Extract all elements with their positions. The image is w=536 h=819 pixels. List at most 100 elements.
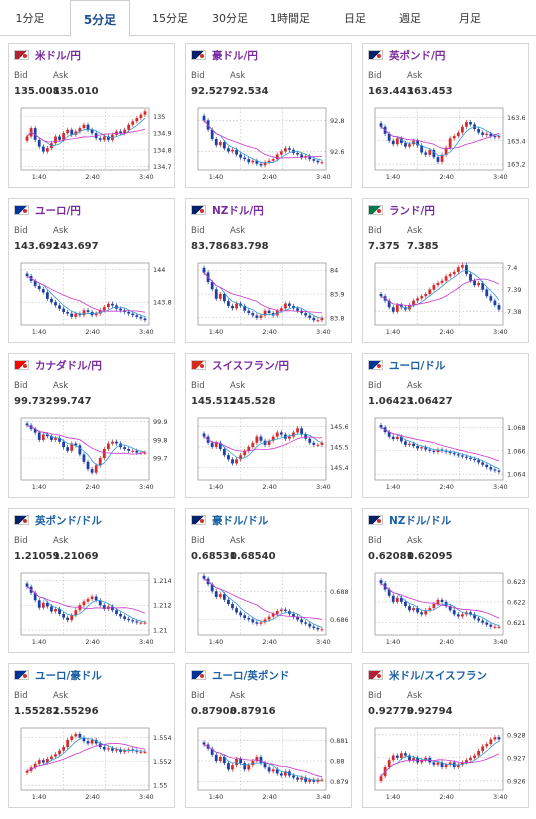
candle-body: [489, 296, 493, 301]
candle-body: [320, 317, 324, 321]
tab-0[interactable]: 1分足: [15, 12, 45, 25]
pair-name[interactable]: ユーロ/ドル: [389, 360, 446, 372]
pair-name[interactable]: 英ポンド/ドル: [35, 515, 102, 527]
ma-long-line: [26, 424, 146, 455]
candle-body: [106, 443, 110, 449]
candle-body: [489, 467, 493, 470]
candle-body: [78, 445, 82, 455]
ask-label: Ask: [230, 381, 246, 391]
bid-label: Bid: [14, 691, 28, 701]
tab-4[interactable]: 1時間足: [270, 12, 310, 25]
x-tick-label: 2:40: [85, 328, 100, 336]
pair-name[interactable]: ランド/円: [389, 205, 435, 217]
price-chart[interactable]: 145.6 145.5 145.4 1:40 2:40 3:40: [190, 412, 348, 494]
pair-title[interactable]: 豪ドル/円: [191, 49, 258, 63]
price-chart[interactable]: 144 143.8 1:40 2:40 3:40: [13, 257, 171, 339]
pair-name[interactable]: 米ドル/スイスフラン: [389, 670, 488, 682]
price-chart[interactable]: 0.928 0.927 0.926 1:40 2:40 3:40: [367, 722, 525, 804]
x-tick-label: 3:40: [493, 793, 508, 801]
candle-body: [62, 747, 66, 751]
pair-title[interactable]: ユーロ/円: [14, 204, 81, 218]
pair-name[interactable]: ユーロ/豪ドル: [35, 670, 102, 682]
y-tick-label: 1.066: [507, 447, 525, 455]
y-tick-label: 1.212: [153, 602, 171, 610]
price-chart[interactable]: 0.623 0.622 0.621 1:40 2:40 3:40: [367, 567, 525, 649]
pair-title[interactable]: 米ドル/スイスフラン: [368, 669, 487, 683]
tab-2[interactable]: 15分足: [152, 12, 188, 25]
pair-title[interactable]: ユーロ/英ポンド: [191, 669, 289, 683]
y-tick-label: 0.879: [330, 778, 348, 786]
pair-name[interactable]: 米ドル/円: [35, 50, 81, 62]
price-chart[interactable]: 1.214 1.212 1.21 1:40 2:40 3:40: [13, 567, 171, 649]
pair-title[interactable]: 英ポンド/ドル: [14, 514, 102, 528]
rate-card[interactable]: スイスフラン/円 Bid Ask 145.512 145.528 145.6 145.5 14…: [185, 353, 352, 498]
pair-title[interactable]: カナダドル/円: [14, 359, 102, 373]
rate-card[interactable]: 米ドル/スイスフラン Bid Ask 0.92779 0.92794 0.928 0.927…: [362, 663, 529, 808]
pair-title[interactable]: NZドル/ドル: [368, 514, 451, 528]
gb-jp-flag-icon: [368, 50, 383, 60]
pair-name[interactable]: NZドル/ドル: [389, 515, 452, 527]
price-chart[interactable]: 163.6 163.4 163.2 1:40 2:40 3:40: [367, 102, 525, 184]
pair-name[interactable]: ユーロ/円: [35, 205, 81, 217]
pair-title[interactable]: NZドル/円: [191, 204, 264, 218]
price-chart[interactable]: 0.688 0.686 1:40 2:40 3:40: [190, 567, 348, 649]
rate-card[interactable]: NZドル/円 Bid Ask 83.786 83.798 84 83.9 83.8 1:40 2:…: [185, 198, 352, 343]
tab-5[interactable]: 日足: [344, 12, 366, 25]
price-chart[interactable]: 92.8 92.6 1:40 2:40 3:40: [190, 102, 348, 184]
price-chart[interactable]: 7.4 7.39 7.38 1:40 2:40 3:40: [367, 257, 525, 339]
pair-title[interactable]: ユーロ/ドル: [368, 359, 445, 373]
x-tick-label: 3:40: [139, 483, 154, 491]
pair-title[interactable]: 英ポンド/円: [368, 49, 445, 63]
pair-title[interactable]: ユーロ/豪ドル: [14, 669, 102, 683]
pair-name[interactable]: 英ポンド/円: [389, 50, 446, 62]
tab-6[interactable]: 週足: [399, 12, 421, 25]
price-chart[interactable]: 1.068 1.066 1.064 1:40 2:40 3:40: [367, 412, 525, 494]
price-chart[interactable]: 1.554 1.552 1.55 1:40 2:40 3:40: [13, 722, 171, 804]
pair-name[interactable]: スイスフラン/円: [212, 360, 290, 372]
pair-name[interactable]: 豪ドル/ドル: [212, 515, 269, 527]
rate-card[interactable]: 英ポンド/円 Bid Ask 163.443 163.453 163.6 163.4 163.…: [362, 43, 529, 188]
rate-card[interactable]: 英ポンド/ドル Bid Ask 1.21059 1.21069 1.214 1.212 1.2…: [8, 508, 175, 653]
y-tick-label: 1.552: [153, 758, 171, 766]
pair-title[interactable]: ランド/円: [368, 204, 435, 218]
rate-card[interactable]: 米ドル/円 Bid Ask 135.008 135.010 135 134.9 134.8 13…: [8, 43, 175, 188]
pair-name[interactable]: NZドル/円: [212, 205, 264, 217]
rate-card[interactable]: ユーロ/円 Bid Ask 143.692 143.697 144 143.8 1:40 2:4…: [8, 198, 175, 343]
tab-1[interactable]: 5分足: [70, 0, 130, 37]
pair-title[interactable]: 豪ドル/ドル: [191, 514, 268, 528]
price-chart[interactable]: 0.881 0.88 0.879 1:40 2:40 3:40: [190, 722, 348, 804]
candle-body: [62, 441, 66, 448]
rate-card[interactable]: 豪ドル/円 Bid Ask 92.527 92.534 92.8 92.6 1:40 2:40 3…: [185, 43, 352, 188]
candle-body: [452, 453, 456, 455]
pair-title[interactable]: スイスフラン/円: [191, 359, 289, 373]
x-tick-label: 1:40: [386, 638, 401, 646]
rate-card[interactable]: 豪ドル/ドル Bid Ask 0.68531 0.68540 0.688 0.686 1:40…: [185, 508, 352, 653]
pair-name[interactable]: カナダドル/円: [35, 360, 102, 372]
candle-body: [210, 584, 214, 592]
candle-body: [469, 457, 472, 459]
pair-name[interactable]: ユーロ/英ポンド: [212, 670, 290, 682]
price-chart[interactable]: 99.9 99.8 99.7 1:40 2:40 3:40: [13, 412, 171, 494]
tab-7[interactable]: 月足: [459, 12, 481, 25]
rate-card[interactable]: ランド/円 Bid Ask 7.375 7.385 7.4 7.39 7.38 1:40 2:40…: [362, 198, 529, 343]
candle-body: [255, 756, 259, 762]
candle-body: [387, 133, 391, 141]
y-tick-label: 0.881: [330, 737, 348, 745]
pair-title[interactable]: 米ドル/円: [14, 49, 81, 63]
rate-card[interactable]: ユーロ/豪ドル Bid Ask 1.55282 1.55296 1.554 1.552 1.5…: [8, 663, 175, 808]
rate-card[interactable]: ユーロ/ドル Bid Ask 1.06423 1.06427 1.068 1.066 1.06…: [362, 353, 529, 498]
price-chart[interactable]: 84 83.9 83.8 1:40 2:40 3:40: [190, 257, 348, 339]
ch-jp-flag-icon: [191, 360, 206, 370]
y-tick-label: 1.068: [507, 424, 525, 432]
rate-card[interactable]: ユーロ/英ポンド Bid Ask 0.87908 0.87916 0.881 0.88 0.8…: [185, 663, 352, 808]
pair-name[interactable]: 豪ドル/円: [212, 50, 258, 62]
candle-body: [94, 465, 98, 473]
candle-body: [420, 612, 424, 615]
candle-body: [222, 449, 226, 456]
price-chart[interactable]: 135 134.9 134.8 134.7 1:40 2:40 3:40: [13, 102, 171, 184]
rate-card[interactable]: NZドル/ドル Bid Ask 0.62081 0.62095 0.623 0.622 0.6…: [362, 508, 529, 653]
rate-card[interactable]: カナダドル/円 Bid Ask 99.732 99.747 99.9 99.8 99.7 1:4…: [8, 353, 175, 498]
x-tick-label: 1:40: [32, 328, 47, 336]
x-tick-label: 1:40: [209, 173, 224, 181]
tab-3[interactable]: 30分足: [212, 12, 248, 25]
